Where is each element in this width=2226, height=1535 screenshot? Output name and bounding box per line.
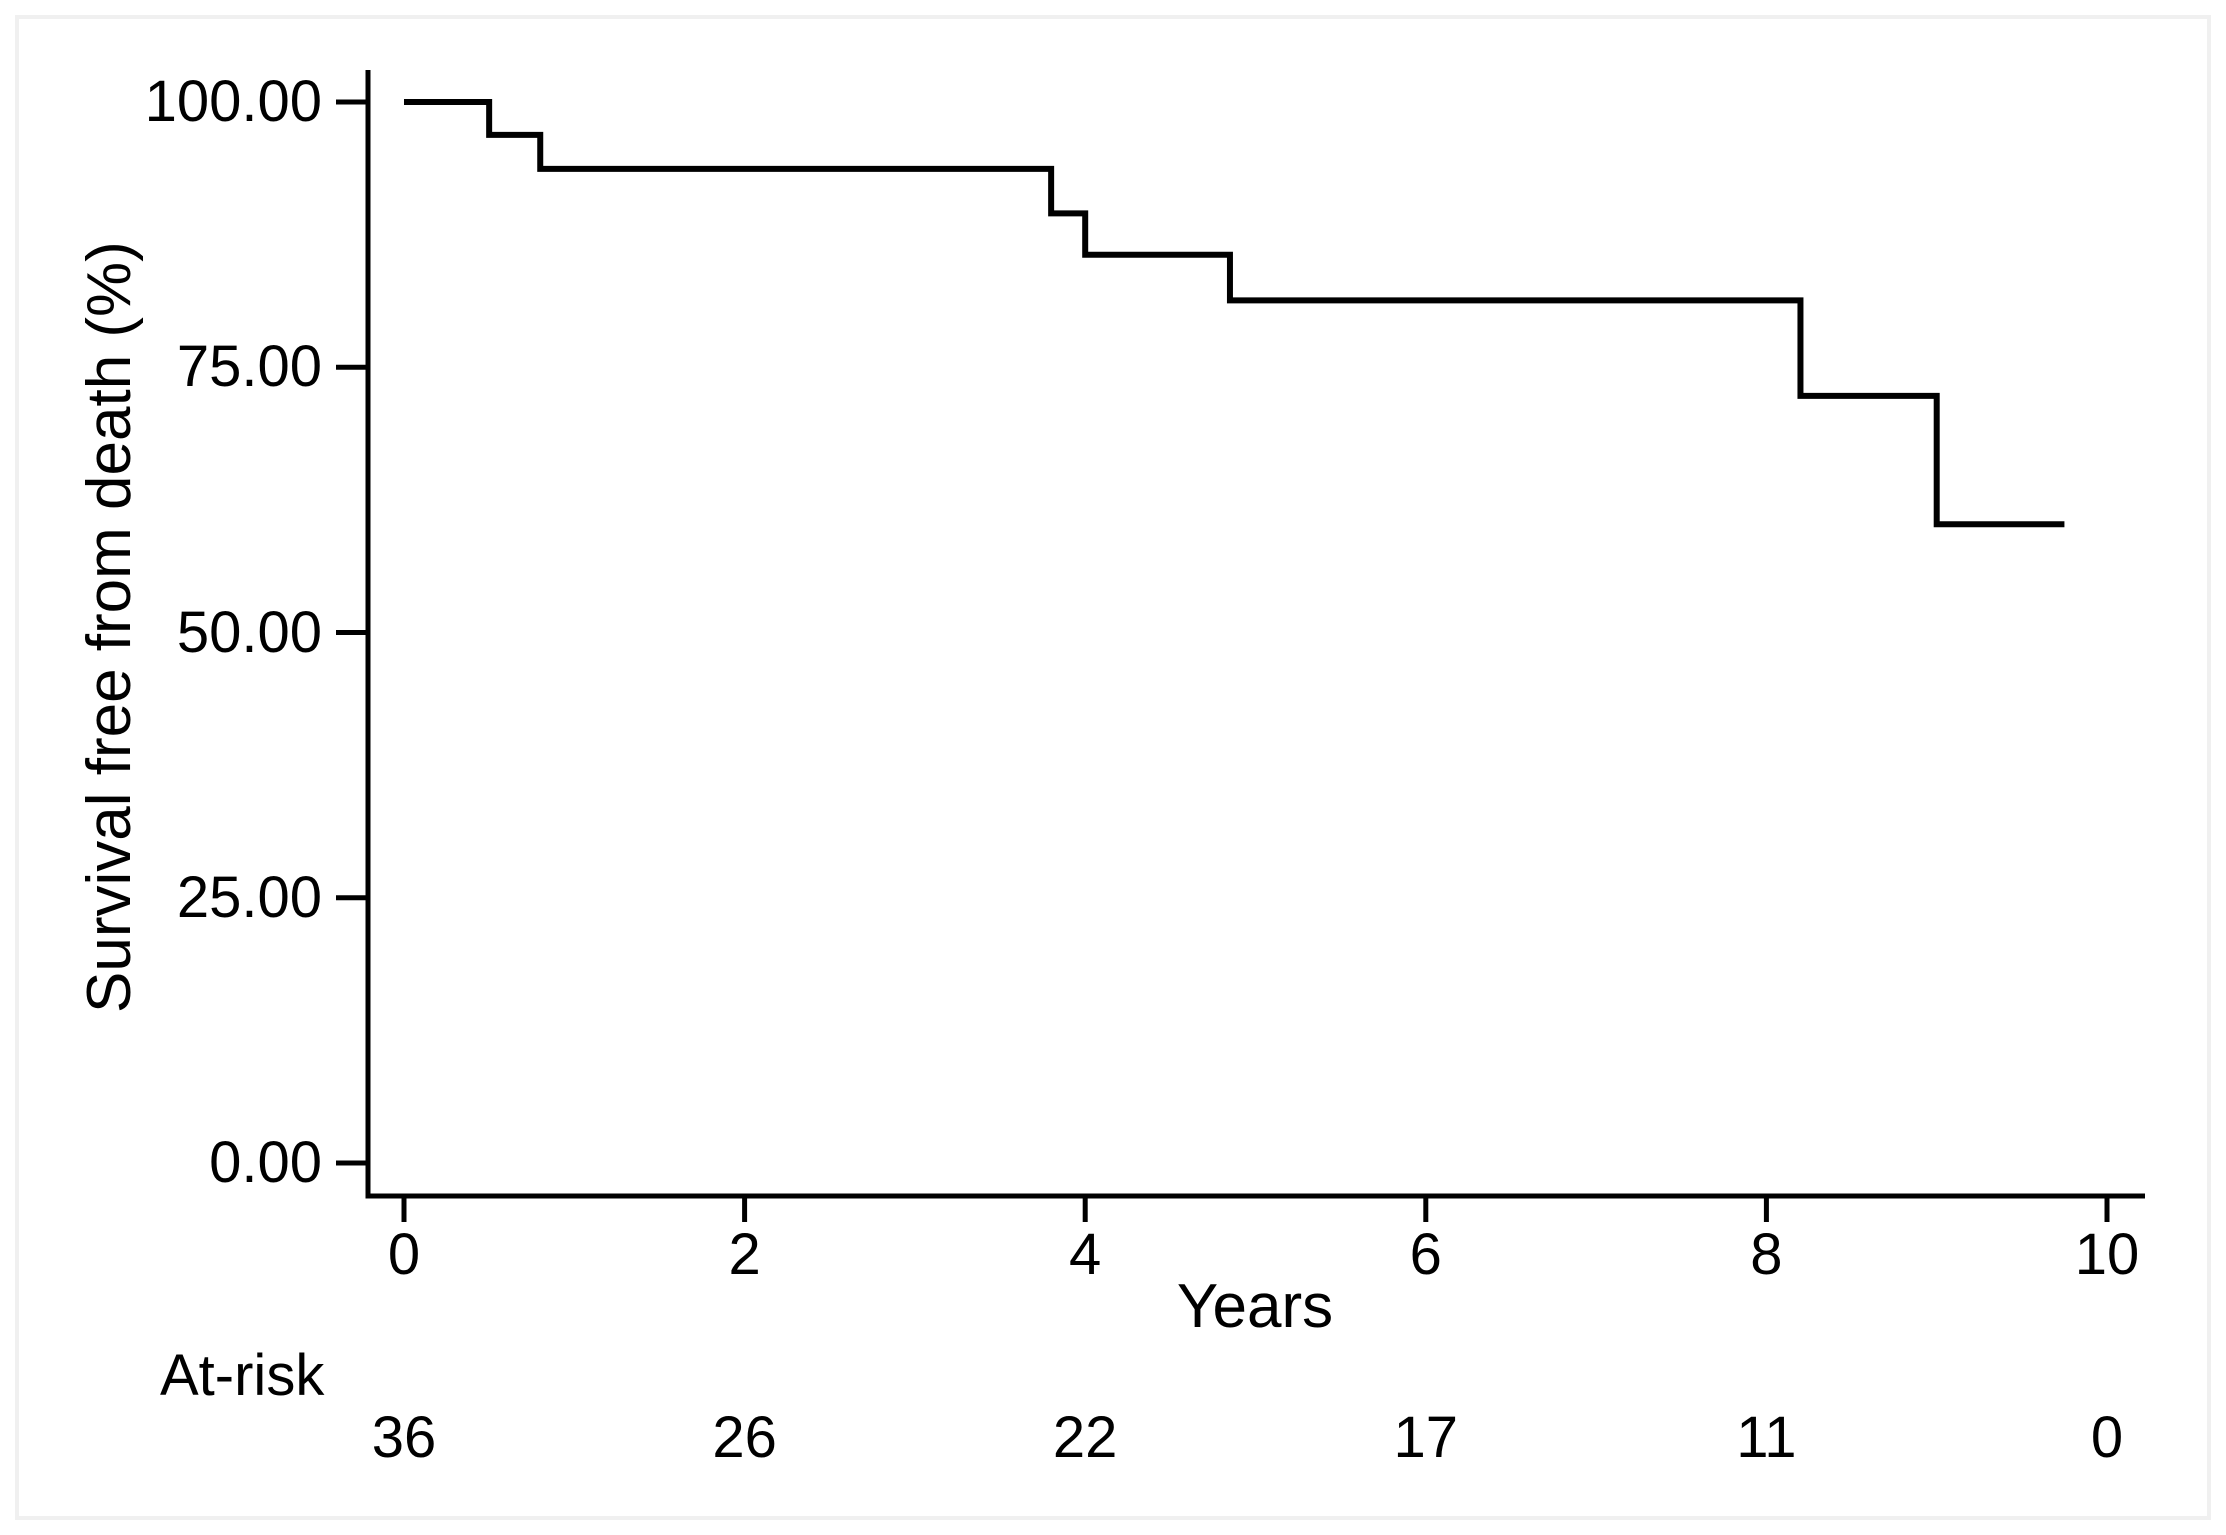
at-risk-count: 36	[371, 1405, 437, 1470]
y-tick-label: 100.00	[144, 69, 322, 134]
at-risk-label: At-risk	[160, 1343, 325, 1408]
y-tick-label: 75.00	[176, 334, 322, 400]
x-tick-label: 0	[387, 1222, 421, 1287]
at-risk-count: 11	[1736, 1405, 1797, 1470]
at-risk-count: 17	[1393, 1405, 1459, 1470]
x-tick-label: 2	[728, 1222, 761, 1287]
x-axis-title: Years	[1176, 1272, 1334, 1341]
x-tick-label: 8	[1750, 1222, 1783, 1287]
survival-curve	[404, 99, 2065, 528]
y-tick-label: 0.00	[209, 1130, 322, 1195]
x-tick-label: 6	[1409, 1222, 1442, 1287]
at-risk-count: 26	[712, 1405, 777, 1470]
x-tick-label: 10	[2074, 1222, 2140, 1287]
y-tick-label: 50.00	[176, 599, 322, 665]
at-risk-count: 22	[1052, 1405, 1118, 1470]
y-tick-label: 25.00	[176, 864, 322, 930]
x-tick-label: 4	[1069, 1222, 1102, 1287]
at-risk-count: 0	[2090, 1405, 2124, 1470]
